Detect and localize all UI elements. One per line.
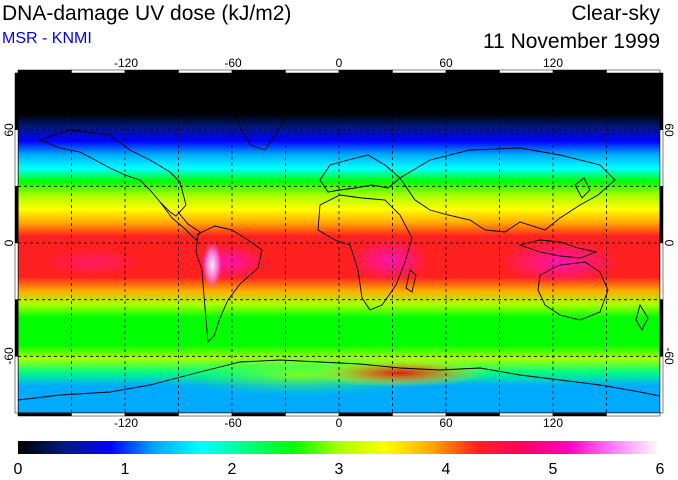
colorbar-label-3: 3 <box>335 461 344 478</box>
coast-japan <box>574 177 591 199</box>
frame-tick-bars <box>14 69 664 417</box>
coast-new-zealand <box>635 303 649 331</box>
lon-label-top-60: 60 <box>439 56 453 70</box>
lat-labels-right: 60 0 -60 <box>662 123 676 365</box>
frame-tick-bar <box>445 412 500 417</box>
lon-label-bottom-60: 60 <box>439 416 453 430</box>
frame-tick-bar <box>445 69 500 74</box>
frame-tick-bar <box>17 412 72 417</box>
colorbar-label-2: 2 <box>228 461 237 478</box>
dose-field <box>18 73 660 413</box>
lon-label-bottom-120: 120 <box>543 416 563 430</box>
lon-label-bottom-0: 0 <box>336 416 343 430</box>
frame-tick-bar <box>71 69 126 74</box>
colorbar-label-5: 5 <box>549 461 558 478</box>
date-label: 11 November 1999 <box>482 30 660 53</box>
coast-central-america <box>159 201 201 241</box>
hotspot-africa <box>350 238 430 282</box>
colorbar-label-1: 1 <box>121 461 130 478</box>
antarctic-red-band <box>310 359 490 387</box>
frame-tick-bar <box>14 356 19 414</box>
frame-tick-bar <box>659 186 664 244</box>
frame-tick-bar <box>14 129 19 187</box>
colorbar-label-4: 4 <box>442 461 451 478</box>
hotspot-pacific <box>42 248 142 276</box>
frame-tick-bar <box>14 72 19 130</box>
coast-indonesia <box>518 239 598 259</box>
frame-tick-bar <box>14 242 19 300</box>
frame-tick-bar <box>659 242 664 300</box>
frame-tick-bar <box>606 69 661 74</box>
frame-tick-bar <box>659 129 664 187</box>
frame-tick-bar <box>285 412 340 417</box>
frame-tick-bar <box>231 69 286 74</box>
lat-labels-left: 60 0 -60 <box>2 123 16 365</box>
colorbar <box>18 441 660 454</box>
frame-tick-bar <box>17 69 72 74</box>
lon-labels-top: -120 -60 0 60 120 <box>114 56 563 70</box>
coast-madagascar <box>405 269 417 293</box>
lat-label-left-60: 60 <box>2 123 16 137</box>
lon-label-top-0: 0 <box>336 56 343 70</box>
frame-tick-bar <box>124 69 179 74</box>
coast-greenland <box>224 91 291 151</box>
source-label: MSR - KNMI <box>2 30 92 47</box>
coast-antarctica <box>18 359 660 401</box>
coastlines <box>18 91 660 401</box>
coast-south-america <box>195 225 263 343</box>
lon-labels-bottom: -120 -60 0 60 120 <box>114 416 563 430</box>
frame-tick-bar <box>659 356 664 414</box>
hotspot-andes <box>202 241 222 289</box>
coast-asia <box>399 147 616 233</box>
coast-north-america <box>38 129 187 217</box>
sky-condition-label: Clear-sky <box>571 2 660 25</box>
frame-tick-bar <box>338 69 393 74</box>
frame-tick-bar <box>285 69 340 74</box>
graticule <box>18 73 660 413</box>
frame-tick-bar <box>552 69 607 74</box>
frame-tick-bar <box>606 412 661 417</box>
coast-africa <box>317 194 413 311</box>
lat-label-left-m60: -60 <box>2 347 16 365</box>
lat-label-left-0: 0 <box>2 239 16 246</box>
colorbar-label-0: 0 <box>14 461 23 478</box>
coast-europe <box>319 154 401 193</box>
colorbar-label-6: 6 <box>656 461 665 478</box>
lon-label-top-m60: -60 <box>224 56 242 70</box>
frame-tick-bar <box>178 69 233 74</box>
frame-tick-bar <box>338 412 393 417</box>
frame-tick-bar <box>14 186 19 244</box>
lon-label-top-m120: -120 <box>114 56 138 70</box>
frame-tick-bar <box>499 69 554 74</box>
lon-label-bottom-m60: -60 <box>224 416 242 430</box>
lat-label-right-m60: -60 <box>662 347 676 365</box>
lon-label-bottom-m120: -120 <box>114 416 138 430</box>
lat-label-right-0: 0 <box>662 240 676 247</box>
lon-label-top-120: 120 <box>543 56 563 70</box>
frame-tick-bar <box>392 69 447 74</box>
frame-tick-bar <box>659 72 664 130</box>
map-title: DNA-damage UV dose (kJ/m2) <box>2 2 292 25</box>
lat-label-right-60: 60 <box>662 123 676 137</box>
colorbar-labels: 0 1 2 3 4 5 6 <box>14 461 665 478</box>
frame-tick-bar <box>392 412 447 417</box>
